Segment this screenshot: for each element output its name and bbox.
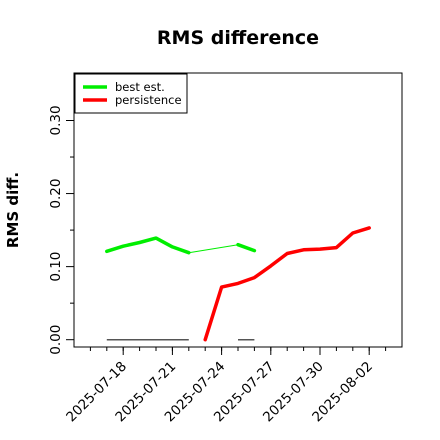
series-gap-connector — [188, 244, 239, 254]
legend-box — [74, 73, 188, 114]
y-tick-label: 0.10 — [48, 252, 64, 282]
series-layer — [105, 226, 371, 342]
legend: best est.persistence — [74, 73, 188, 114]
legend-label: persistence — [115, 93, 182, 107]
legend-label: best est. — [115, 80, 165, 94]
y-axis-label: RMS diff. — [4, 172, 22, 248]
y-tick-label: 0.00 — [48, 325, 64, 355]
axes-layer: 0.000.100.200.302025-07-182025-07-212025… — [48, 105, 387, 425]
series-line-best-est- — [236, 242, 257, 253]
y-tick-label: 0.30 — [48, 105, 64, 135]
chart-title: RMS difference — [157, 27, 319, 49]
series-line-persistence — [203, 226, 371, 342]
y-tick-label: 0.20 — [48, 179, 64, 209]
plot-frame — [73, 72, 403, 348]
series-line-best-est- — [105, 236, 191, 255]
